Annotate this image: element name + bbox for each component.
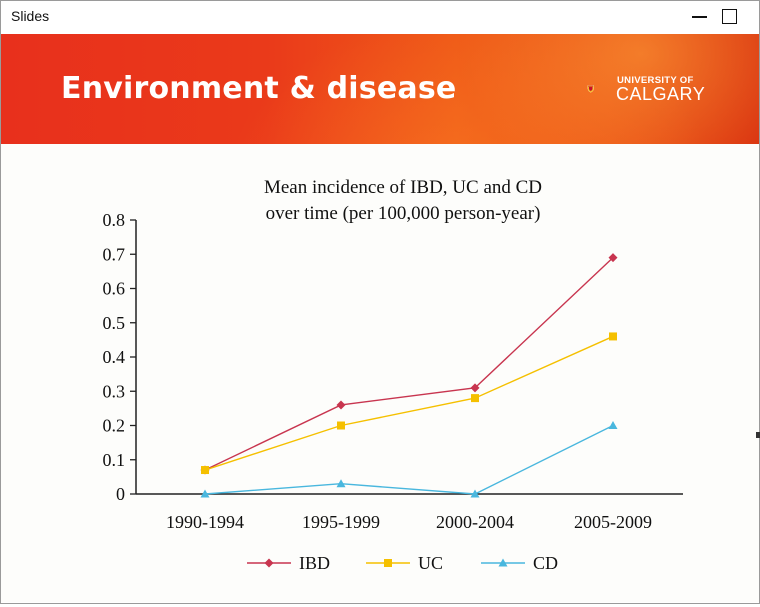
data-point-cd	[336, 479, 346, 488]
y-tick-label: 0.3	[103, 381, 126, 401]
data-point-uc	[471, 394, 479, 403]
slide-title: Environment & disease	[61, 71, 457, 106]
y-tick-label: 0.4	[103, 347, 126, 367]
series-line-cd	[204, 424, 614, 495]
legend-label-ibd: IBD	[299, 553, 330, 573]
chart-area: Mean incidence of IBD, UC and CD over ti…	[1, 144, 759, 602]
legend-label-cd: CD	[533, 553, 558, 573]
chart-axes: 0 0.1 0.2 0.3 0.4 0.5 0.6 0.7 0.8 1990-1994 1995-1…	[103, 210, 683, 532]
title-bar: Slides	[1, 1, 759, 33]
logo-line-2: CALGARY	[616, 84, 706, 104]
y-tick-label: 0.2	[103, 416, 126, 436]
y-tick-label: 0.5	[103, 313, 126, 333]
data-point-uc	[201, 466, 209, 475]
x-tick-label: 2005-2009	[574, 512, 652, 532]
y-tick-label: 0.6	[103, 279, 126, 299]
maximize-icon	[722, 9, 737, 24]
window-title: Slides	[11, 8, 50, 24]
legend-label-uc: UC	[418, 553, 443, 573]
chart-legend: IBD UC CD	[247, 553, 558, 573]
slide-banner: Environment & disease	[1, 34, 759, 144]
x-tick-label: 1995-1999	[302, 512, 380, 532]
x-tick-label: 2000-2004	[436, 512, 514, 532]
line-chart: Mean incidence of IBD, UC and CD over ti…	[103, 177, 683, 573]
data-point-cd	[608, 421, 618, 429]
chart-title-line-1: Mean incidence of IBD, UC and CD	[264, 177, 542, 198]
series-line-uc	[204, 335, 614, 471]
data-point-cd	[200, 489, 210, 498]
data-point-ibd	[470, 383, 480, 393]
y-tick-label: 0.7	[103, 244, 126, 264]
data-point-ibd	[336, 400, 346, 410]
y-tick-label: 0.1	[103, 450, 126, 470]
data-point-uc	[337, 421, 345, 430]
legend-marker-ibd	[264, 558, 274, 568]
minimize-button[interactable]	[689, 7, 711, 27]
legend-marker-cd	[498, 558, 508, 567]
data-point-uc	[609, 332, 617, 341]
x-tick-label: 1990-1994	[166, 512, 244, 532]
y-tick-label: 0.8	[103, 210, 126, 230]
chart-title-line-2: over time (per 100,000 person-year)	[266, 203, 541, 224]
y-tick-label: 0	[116, 484, 125, 504]
edge-marker	[756, 432, 760, 438]
chart-series	[200, 253, 618, 498]
minimize-icon	[692, 16, 707, 18]
legend-marker-uc	[384, 559, 392, 567]
data-point-ibd	[608, 253, 618, 263]
university-crest-icon	[587, 85, 594, 93]
logo-line-1: UNIVERSITY OF	[617, 75, 694, 86]
series-line-ibd	[204, 257, 614, 471]
data-point-cd	[470, 489, 480, 498]
maximize-button[interactable]	[719, 7, 741, 27]
